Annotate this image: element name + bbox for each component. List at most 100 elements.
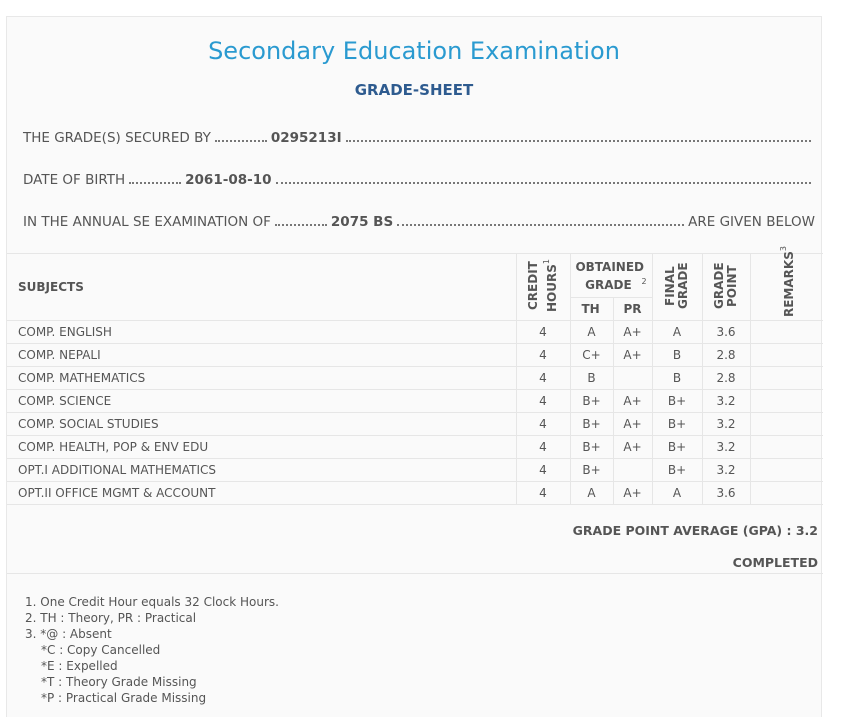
- table-row: COMP. SOCIAL STUDIES 4 B+ A+ B+ 3.2: [7, 412, 823, 436]
- theory-grade: B+: [569, 389, 614, 413]
- theory-grade: A: [569, 481, 614, 505]
- header-final: FINAL GRADE: [651, 253, 703, 321]
- table-row: COMP. SCIENCE 4 B+ A+ B+ 3.2: [7, 389, 823, 413]
- final-grade: B: [651, 366, 703, 390]
- field: IN THE ANNUAL SE EXAMINATION OF 2075 BS …: [23, 214, 815, 230]
- grade-point: 3.6: [701, 320, 751, 344]
- gpa: GRADE POINT AVERAGE (GPA) : 3.2: [573, 523, 818, 538]
- footnote-mark: 3: [779, 245, 789, 251]
- note: *T : Theory Grade Missing: [41, 675, 197, 689]
- credit-hours: 4: [515, 320, 571, 344]
- header-text: GRADE POINT: [712, 262, 739, 309]
- table-row: OPT.II OFFICE MGMT & ACCOUNT 4 A A+ A 3.6: [7, 481, 823, 505]
- subject: COMP. SCIENCE: [7, 389, 517, 413]
- header-credit: CREDIT HOURS1: [515, 253, 571, 321]
- header-gp: GRADE POINT: [701, 253, 751, 321]
- final-grade: A: [651, 320, 703, 344]
- table-row: COMP. ENGLISH 4 A A+ A 3.6: [7, 320, 823, 344]
- subject: OPT.II OFFICE MGMT & ACCOUNT: [7, 481, 517, 505]
- final-grade: B+: [651, 412, 703, 436]
- field-label: IN THE ANNUAL SE EXAMINATION OF: [23, 214, 271, 230]
- practical-grade: A+: [612, 481, 653, 505]
- grade-point: 3.2: [701, 412, 751, 436]
- practical-grade: A+: [612, 389, 653, 413]
- subject: COMP. SOCIAL STUDIES: [7, 412, 517, 436]
- note: *E : Expelled: [41, 659, 118, 673]
- header-text: FINAL GRADE: [663, 262, 690, 309]
- practical-grade: A+: [612, 320, 653, 344]
- header-pr: PR: [612, 297, 652, 321]
- field-suffix: ARE GIVEN BELOW: [688, 214, 815, 230]
- header-th: TH: [570, 297, 614, 321]
- header-text: OBTAINED GRADE: [575, 259, 645, 292]
- field: THE GRADE(S) SECURED BY 0295213I: [23, 130, 815, 146]
- title: Secondary Education Examination: [208, 37, 620, 65]
- credit-hours: 4: [515, 412, 571, 436]
- field-value: 2075 BS: [330, 214, 394, 230]
- final-grade: B+: [651, 389, 703, 413]
- credit-hours: 4: [515, 481, 571, 505]
- credit-hours: 4: [515, 343, 571, 367]
- table-row: OPT.I ADDITIONAL MATHEMATICS 4 B+ B+ 3.2: [7, 458, 823, 482]
- practical-grade: A+: [612, 343, 653, 367]
- remarks: [749, 412, 823, 436]
- credit-hours: 4: [515, 458, 571, 482]
- credit-hours: 4: [515, 435, 571, 459]
- table-row: COMP. NEPALI 4 C+ A+ B 2.8: [7, 343, 823, 367]
- grade-point: 2.8: [701, 343, 751, 367]
- final-grade: A: [651, 481, 703, 505]
- subject: COMP. ENGLISH: [7, 320, 517, 344]
- practical-grade: [612, 366, 653, 390]
- subject: COMP. MATHEMATICS: [7, 366, 517, 390]
- field-value: 2061-08-10: [185, 172, 272, 188]
- footnote-mark: 2: [641, 276, 647, 286]
- remarks: [749, 366, 823, 390]
- notes: 1. One Credit Hour equals 32 Clock Hours…: [7, 573, 823, 718]
- remarks: [749, 343, 823, 367]
- theory-grade: B: [569, 366, 614, 390]
- note: 3. *@ : Absent: [25, 627, 112, 641]
- subject: COMP. NEPALI: [7, 343, 517, 367]
- theory-grade: C+: [569, 343, 614, 367]
- grade-point: 3.2: [701, 389, 751, 413]
- grades-table: SUBJECTS CREDIT HOURS1 OBTAINED GRADE 2 F…: [7, 246, 823, 505]
- grade-point: 3.6: [701, 481, 751, 505]
- note: *P : Practical Grade Missing: [41, 691, 207, 705]
- note: 2. TH : Theory, PR : Practical: [25, 611, 197, 625]
- table-row: COMP. HEALTH, POP & ENV EDU 4 B+ A+ B+ 3.2: [7, 435, 823, 459]
- field-value: 0295213I: [270, 130, 342, 146]
- header-obtained: OBTAINED GRADE 2: [569, 253, 653, 298]
- status: COMPLETED: [732, 555, 818, 570]
- grade-point: 2.8: [701, 366, 751, 390]
- note: 1. One Credit Hour equals 32 Clock Hours…: [25, 595, 279, 609]
- credit-hours: 4: [515, 366, 571, 390]
- final-grade: B+: [651, 458, 703, 482]
- table-body: COMP. ENGLISH 4 A A+ A 3.6 COMP. NEPALI 4 C+ A+ B 2…: [7, 320, 823, 505]
- grade-sheet: Secondary Education Examination GRADE-SH…: [6, 16, 823, 718]
- final-grade: B+: [651, 435, 703, 459]
- remarks: [749, 320, 823, 344]
- theory-grade: B+: [569, 412, 614, 436]
- gpa-label: GRADE POINT AVERAGE (GPA) :: [572, 523, 792, 538]
- header-text: REMARKS: [782, 250, 797, 317]
- header-subjects: SUBJECTS: [7, 253, 517, 321]
- practical-grade: A+: [612, 435, 653, 459]
- subject: OPT.I ADDITIONAL MATHEMATICS: [7, 458, 517, 482]
- field-label: THE GRADE(S) SECURED BY: [23, 130, 211, 146]
- subtitle: GRADE-SHEET: [354, 81, 474, 99]
- footnote-mark: 1: [542, 259, 551, 265]
- final-grade: B: [651, 343, 703, 367]
- remarks: [749, 389, 823, 413]
- remarks: [749, 435, 823, 459]
- header-text: CREDIT HOURS: [526, 261, 559, 312]
- grade-point: 3.2: [701, 435, 751, 459]
- grade-point: 3.2: [701, 458, 751, 482]
- remarks: [749, 481, 823, 505]
- theory-grade: A: [569, 320, 614, 344]
- remarks: [749, 458, 823, 482]
- field: DATE OF BIRTH 2061-08-10: [23, 172, 815, 188]
- subject: COMP. HEALTH, POP & ENV EDU: [7, 435, 517, 459]
- header-remarks: REMARKS3: [749, 246, 823, 321]
- field-label: DATE OF BIRTH: [23, 172, 126, 188]
